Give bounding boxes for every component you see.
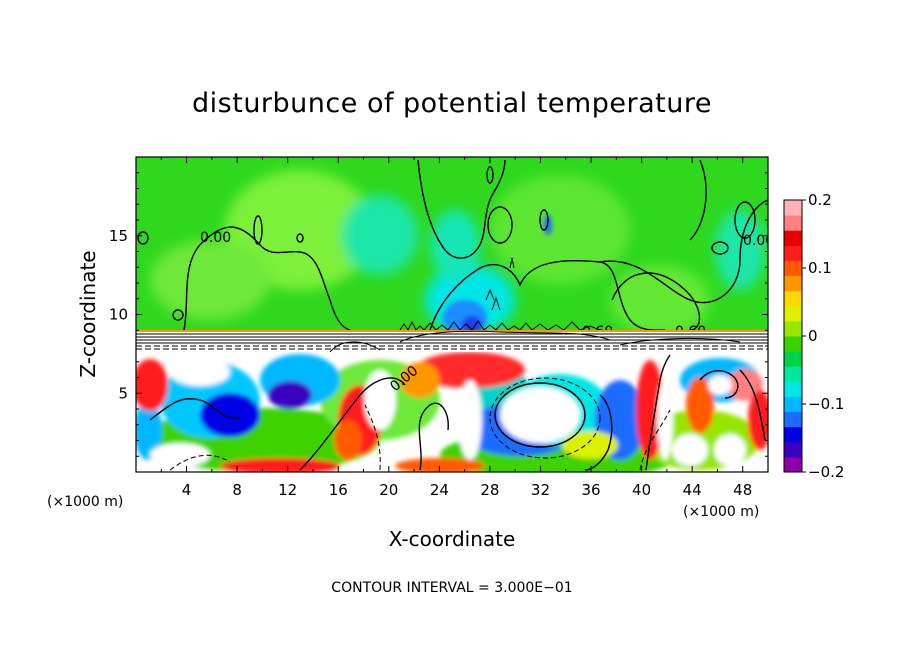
x-tick-label: 44 bbox=[683, 481, 702, 499]
colorbar-swatch bbox=[784, 426, 802, 443]
x-tick-label: 24 bbox=[430, 481, 449, 499]
colorbar-label: −0.2 bbox=[808, 463, 844, 481]
x-tick-label: 12 bbox=[278, 481, 297, 499]
colorbar: 0.2 0.1 0 −0.1 −0.2 bbox=[783, 191, 844, 481]
x-tick-label: 48 bbox=[733, 481, 752, 499]
colorbar-swatch bbox=[784, 351, 802, 367]
colorbar-swatch bbox=[784, 336, 802, 352]
colorbar-label: 0.1 bbox=[808, 259, 832, 277]
x-tick-label: 28 bbox=[480, 481, 499, 499]
x-tick-label: 32 bbox=[531, 481, 550, 499]
x-tick-label: 20 bbox=[379, 481, 398, 499]
colorbar-swatch bbox=[784, 366, 802, 382]
colorbar-swatch bbox=[784, 290, 802, 307]
colorbar-swatch bbox=[784, 396, 802, 413]
colorbar-swatch bbox=[784, 441, 802, 458]
colorbar-swatch bbox=[784, 200, 802, 216]
colorbar-swatch bbox=[784, 456, 802, 473]
contour-label-1: 0.00 bbox=[200, 230, 231, 246]
colorbar-swatch bbox=[784, 305, 802, 322]
lower-field: 0.00 bbox=[136, 352, 768, 472]
stable-layer-band bbox=[136, 330, 768, 353]
colorbar-swatch bbox=[784, 215, 802, 231]
x-axis-label: X-coordinate bbox=[389, 527, 516, 551]
colorbar-label: 0.2 bbox=[808, 191, 832, 209]
y-axis-label: Z-coordinate bbox=[76, 250, 100, 377]
x-unit-right: (×1000 m) bbox=[683, 504, 759, 520]
upper-field bbox=[136, 157, 768, 332]
colorbar-label: −0.1 bbox=[808, 395, 844, 413]
colorbar-swatch bbox=[784, 230, 802, 246]
colorbar-swatch bbox=[784, 245, 802, 261]
colorbar-swatch bbox=[784, 275, 802, 292]
x-tick-label: 36 bbox=[581, 481, 600, 499]
x-tick-label: 8 bbox=[232, 481, 242, 499]
colorbar-swatch bbox=[784, 260, 802, 277]
y-tick-label: 5 bbox=[118, 384, 128, 402]
contour-interval: CONTOUR INTERVAL = 3.000E−01 bbox=[331, 580, 572, 596]
x-tick-label: 40 bbox=[632, 481, 651, 499]
x-axis: 4 8 12 16 20 24 28 32 36 40 44 48 bbox=[160, 157, 752, 499]
colorbar-swatch bbox=[784, 320, 802, 337]
potential-temperature-field: 0.00 0.00 0.60 0.60 bbox=[136, 157, 774, 472]
x-unit-left: (×1000 m) bbox=[47, 494, 123, 510]
contour-label-2: 0.00 bbox=[743, 233, 774, 249]
y-axis: 5 10 15 bbox=[109, 172, 768, 457]
y-tick-label: 10 bbox=[109, 306, 128, 324]
x-tick-label: 16 bbox=[329, 481, 348, 499]
y-tick-label: 15 bbox=[109, 227, 128, 245]
colorbar-swatch bbox=[784, 411, 802, 428]
colorbar-swatch bbox=[784, 381, 802, 397]
x-tick-label: 4 bbox=[182, 481, 192, 499]
colorbar-label: 0 bbox=[808, 327, 818, 345]
chart-title: disturbunce of potential temperature bbox=[192, 88, 712, 119]
